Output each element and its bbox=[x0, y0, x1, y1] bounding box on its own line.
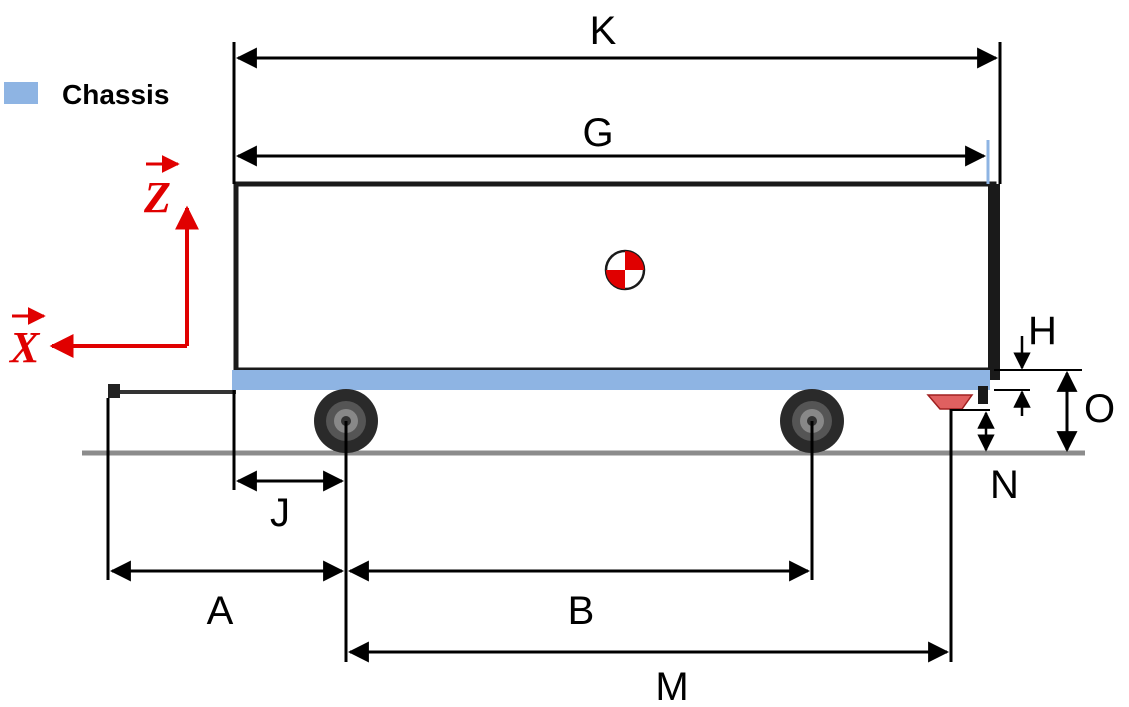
dimension-n-label: N bbox=[990, 463, 1019, 507]
legend: Chassis bbox=[4, 79, 169, 110]
dimension-h: H bbox=[994, 309, 1057, 416]
dimension-a: A bbox=[109, 560, 345, 633]
coordinate-axes: Z X bbox=[8, 155, 199, 372]
dimension-m: M bbox=[347, 641, 950, 707]
dimension-m-label: M bbox=[655, 665, 688, 707]
legend-chassis-label: Chassis bbox=[62, 79, 169, 110]
z-axis-label: Z bbox=[143, 173, 171, 222]
dimension-k-label: K bbox=[590, 9, 617, 53]
dimension-b-label: B bbox=[568, 589, 595, 633]
rear-bumper bbox=[978, 386, 988, 404]
dimension-o: O bbox=[1030, 369, 1115, 453]
chassis bbox=[232, 370, 990, 390]
dimension-h-label: H bbox=[1028, 309, 1057, 353]
x-axis-label: X bbox=[8, 323, 41, 372]
dimension-g: G bbox=[235, 111, 987, 167]
dimension-j-label: J bbox=[270, 491, 290, 535]
dimension-o-label: O bbox=[1084, 387, 1115, 431]
dimension-b: B bbox=[347, 560, 811, 633]
legend-chassis-swatch bbox=[4, 82, 38, 104]
dimension-k: K bbox=[232, 9, 1002, 184]
center-of-gravity-icon bbox=[604, 249, 646, 291]
drawbar bbox=[108, 384, 236, 398]
dimension-n: N bbox=[950, 409, 1019, 507]
support-pad bbox=[926, 394, 974, 410]
dimension-g-label: G bbox=[582, 111, 613, 155]
hitch-icon bbox=[108, 384, 120, 398]
dimension-j: J bbox=[235, 470, 345, 535]
rear-door bbox=[988, 184, 1000, 380]
dimension-a-label: A bbox=[207, 589, 234, 633]
